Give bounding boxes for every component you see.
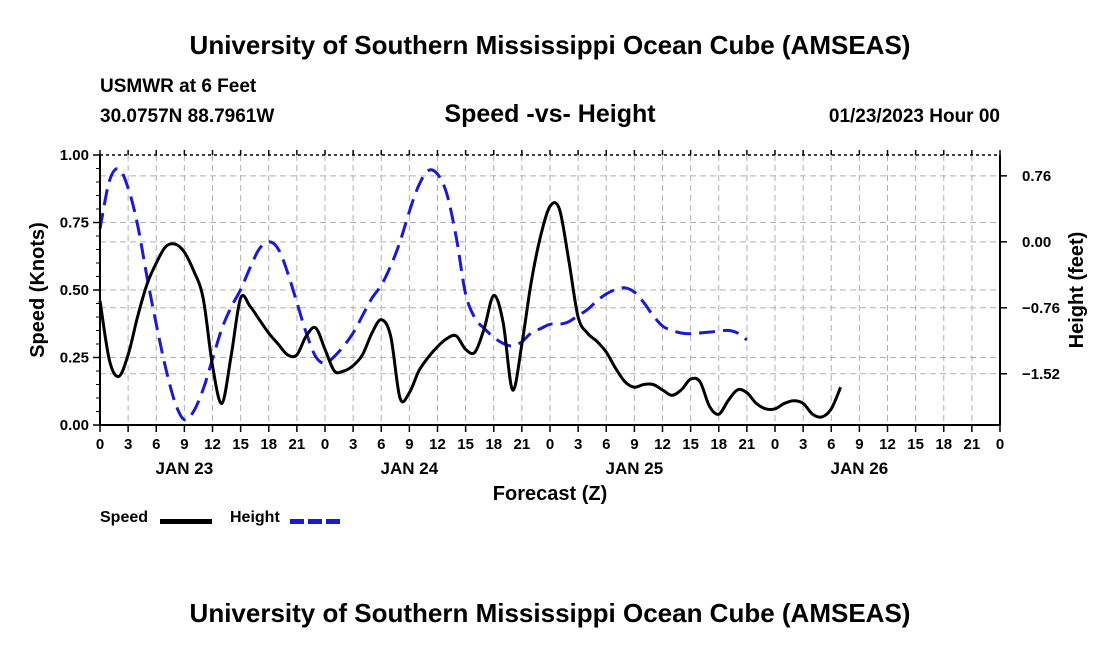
legend-height-swatch (290, 519, 342, 524)
x-tick-label: 0 (96, 436, 104, 453)
legend-speed-swatch (160, 519, 212, 524)
x-tick-label: 0 (771, 436, 779, 453)
x-tick-label: 3 (124, 436, 132, 453)
y2-axis-title: Height (feet) (1066, 232, 1088, 349)
x-tick-label: 6 (827, 436, 835, 453)
speed-series-line (98, 201, 842, 419)
x-tick-label: 9 (405, 436, 413, 453)
x-tick-label: 12 (654, 436, 671, 453)
day-label: JAN 24 (381, 459, 439, 478)
x-tick-label: 0 (546, 436, 554, 453)
x-tick-label: 18 (260, 436, 277, 453)
x-tick-label: 9 (855, 436, 863, 453)
day-label: JAN 26 (831, 459, 889, 478)
x-tick-label: 15 (457, 436, 474, 453)
x-tick-label: 12 (429, 436, 446, 453)
series-lines (98, 167, 842, 422)
x-tick-label: 21 (514, 436, 531, 453)
station-label: USMWR at 6 Feet (100, 76, 257, 97)
day-label: JAN 25 (606, 459, 664, 478)
x-tick-label: 21 (964, 436, 981, 453)
plot-title: Speed -vs- Height (444, 100, 656, 128)
y-tick-label: 0.75 (60, 215, 89, 232)
x-tick-label: 15 (907, 436, 924, 453)
forecast-datestamp: 01/23/2023 Hour 00 (828, 106, 1000, 127)
x-tick-label: 0 (996, 436, 1004, 453)
x-tick-label: 18 (710, 436, 727, 453)
x-tick-label: 3 (574, 436, 582, 453)
y2-tick-label: 0.00 (1022, 234, 1051, 251)
x-tick-label: 12 (204, 436, 221, 453)
x-tick-label: 9 (630, 436, 638, 453)
x-tick-label: 6 (602, 436, 610, 453)
y2-tick-label: −0.76 (1022, 300, 1060, 317)
x-tick-label: 12 (879, 436, 896, 453)
y2-tick-label: −1.52 (1022, 366, 1060, 383)
day-label: JAN 23 (156, 459, 214, 478)
x-tick-label: 3 (799, 436, 807, 453)
x-tick-label: 21 (739, 436, 756, 453)
x-tick-label: 21 (289, 436, 306, 453)
x-tick-label: 9 (180, 436, 188, 453)
axis-labels: 0 3 6 9 12 15 18 21 0 3 6 9 12 15 18 21 0 3 6 9 12 15 18 21 0 3 6 9… (27, 147, 1088, 505)
x-tick-label: 6 (377, 436, 385, 453)
x-axis-title: Forecast (Z) (493, 483, 607, 505)
x-tick-label: 3 (349, 436, 357, 453)
x-tick-label: 18 (485, 436, 502, 453)
axes (93, 150, 1007, 432)
height-series-line (98, 167, 748, 422)
bottom-title: University of Southern Mississippi Ocean… (189, 598, 911, 628)
y2-tick-label: 0.76 (1022, 168, 1051, 185)
legend-speed-label: Speed (100, 509, 149, 526)
y-tick-label: 0.00 (60, 417, 89, 434)
top-title: University of Southern Mississippi Ocean… (189, 30, 911, 60)
x-tick-label: 18 (935, 436, 952, 453)
x-tick-label: 6 (152, 436, 160, 453)
legend-height-label: Height (230, 509, 280, 526)
y-tick-label: 1.00 (60, 147, 89, 164)
x-tick-label: 0 (321, 436, 329, 453)
x-tick-label: 15 (232, 436, 249, 453)
y-tick-label: 0.50 (60, 282, 89, 299)
y-axis-title: Speed (Knots) (27, 222, 49, 358)
coordinates-label: 30.0757N 88.7961W (100, 106, 275, 127)
y-tick-label: 0.25 (60, 350, 89, 367)
grid-lines (100, 155, 1000, 425)
x-tick-label: 15 (682, 436, 699, 453)
